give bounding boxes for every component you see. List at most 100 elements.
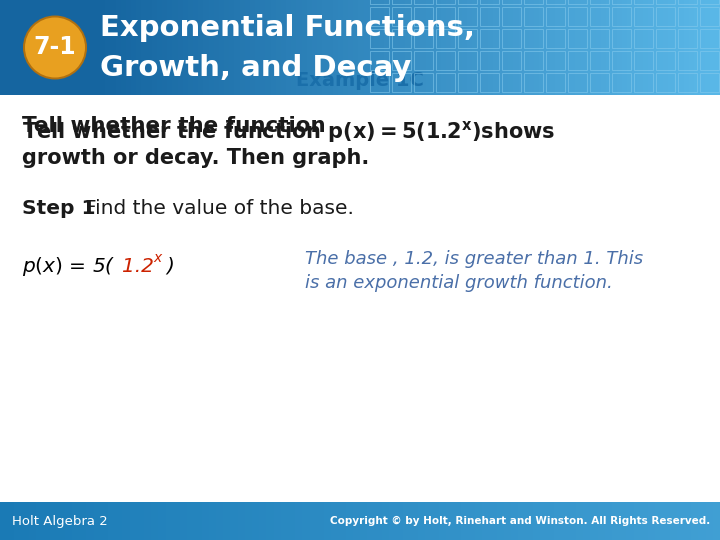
- Bar: [266, 502, 275, 540]
- Bar: [414, 29, 433, 48]
- Bar: [482, 502, 491, 540]
- Bar: [101, 502, 109, 540]
- Bar: [487, 0, 494, 95]
- Bar: [79, 502, 88, 540]
- Bar: [458, 73, 477, 92]
- Bar: [619, 502, 628, 540]
- Bar: [634, 51, 653, 70]
- Bar: [157, 0, 163, 95]
- Circle shape: [23, 16, 87, 79]
- Bar: [400, 0, 406, 95]
- Bar: [72, 502, 81, 540]
- Bar: [562, 502, 570, 540]
- Bar: [678, 0, 697, 4]
- Bar: [544, 0, 551, 95]
- Bar: [540, 502, 549, 540]
- Bar: [188, 0, 194, 95]
- Bar: [612, 7, 631, 26]
- Bar: [252, 502, 261, 540]
- Bar: [370, 7, 389, 26]
- Bar: [655, 502, 664, 540]
- Bar: [568, 29, 587, 48]
- Bar: [374, 502, 383, 540]
- Bar: [699, 0, 706, 95]
- Bar: [100, 0, 107, 95]
- Bar: [480, 7, 499, 26]
- Bar: [546, 73, 565, 92]
- Bar: [214, 0, 220, 95]
- Bar: [141, 0, 148, 95]
- Bar: [291, 0, 298, 95]
- Bar: [110, 0, 117, 95]
- Bar: [414, 73, 433, 92]
- Bar: [22, 502, 30, 540]
- Bar: [392, 73, 411, 92]
- Bar: [700, 7, 719, 26]
- Bar: [436, 0, 455, 4]
- Bar: [50, 502, 59, 540]
- Bar: [167, 0, 174, 95]
- Bar: [468, 502, 477, 540]
- Bar: [612, 502, 621, 540]
- Text: Tell whether the function: Tell whether the function: [22, 116, 333, 136]
- Bar: [198, 0, 204, 95]
- Bar: [229, 0, 236, 95]
- Bar: [216, 502, 225, 540]
- Bar: [662, 502, 671, 540]
- Bar: [137, 502, 145, 540]
- Bar: [632, 0, 639, 95]
- Bar: [370, 29, 389, 48]
- Bar: [710, 0, 716, 95]
- Bar: [274, 502, 282, 540]
- Bar: [694, 0, 701, 95]
- Bar: [472, 0, 479, 95]
- Bar: [678, 7, 697, 26]
- Text: Copyright © by Holt, Rinehart and Winston. All Rights Reserved.: Copyright © by Holt, Rinehart and Winsto…: [330, 516, 710, 526]
- Text: growth or decay. Then graph.: growth or decay. Then graph.: [22, 148, 369, 168]
- Bar: [250, 0, 256, 95]
- Bar: [203, 0, 210, 95]
- Bar: [634, 73, 653, 92]
- Text: is an exponential growth function.: is an exponential growth function.: [305, 274, 613, 292]
- Bar: [475, 502, 484, 540]
- Bar: [568, 73, 587, 92]
- Bar: [547, 502, 556, 540]
- Bar: [616, 0, 624, 95]
- Bar: [462, 0, 468, 95]
- Text: Step 1: Step 1: [22, 199, 96, 218]
- Bar: [590, 51, 609, 70]
- Bar: [673, 0, 680, 95]
- Bar: [492, 0, 500, 95]
- Bar: [115, 0, 122, 95]
- Bar: [480, 73, 499, 92]
- Bar: [658, 0, 665, 95]
- Bar: [131, 0, 138, 95]
- Bar: [684, 0, 690, 95]
- Bar: [86, 502, 95, 540]
- Bar: [590, 7, 609, 26]
- Bar: [295, 502, 304, 540]
- Bar: [310, 502, 318, 540]
- Bar: [598, 502, 606, 540]
- Bar: [565, 0, 572, 95]
- Bar: [611, 0, 618, 95]
- Bar: [240, 0, 246, 95]
- Bar: [634, 502, 642, 540]
- Bar: [392, 51, 411, 70]
- Bar: [612, 51, 631, 70]
- Bar: [338, 502, 347, 540]
- Text: The base , 1.2, is greater than 1. This: The base , 1.2, is greater than 1. This: [305, 250, 643, 268]
- Bar: [612, 73, 631, 92]
- Bar: [641, 502, 649, 540]
- Bar: [498, 0, 505, 95]
- Bar: [627, 0, 634, 95]
- Bar: [524, 73, 543, 92]
- Bar: [370, 0, 389, 4]
- Bar: [523, 0, 531, 95]
- Bar: [585, 0, 593, 95]
- Bar: [546, 29, 565, 48]
- Bar: [302, 502, 311, 540]
- Bar: [511, 502, 520, 540]
- Bar: [317, 502, 325, 540]
- Bar: [276, 0, 282, 95]
